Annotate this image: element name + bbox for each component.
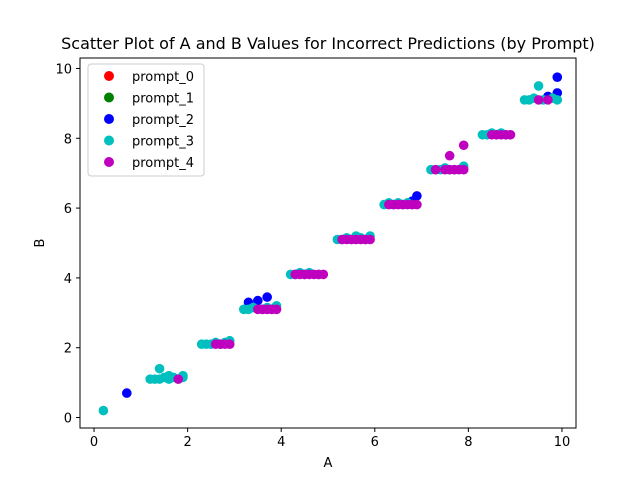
prompt_3-point — [552, 95, 563, 105]
data-points — [98, 72, 563, 416]
y-axis-label: B — [33, 239, 48, 248]
legend-label-prompt_2: prompt_2 — [132, 113, 194, 128]
x-tick-label: 2 — [183, 435, 191, 450]
y-tick-label: 6 — [64, 202, 72, 217]
prompt_3-point — [164, 370, 174, 381]
prompt_4-point — [173, 374, 184, 384]
legend-marker-prompt_4 — [104, 157, 114, 167]
legend-label-prompt_1: prompt_1 — [132, 92, 194, 107]
legend-marker-prompt_0 — [104, 71, 114, 81]
axis-ticks: 0 2 4 6 8 10 0 2 4 6 8 10 — [55, 62, 570, 450]
y-tick-label: 2 — [64, 342, 72, 357]
legend-label-prompt_0: prompt_0 — [132, 70, 194, 85]
prompt_4-point — [430, 164, 441, 175]
prompt_4-point — [271, 304, 282, 315]
legend-label-prompt_4: prompt_4 — [132, 156, 194, 171]
x-axis-label: A — [324, 456, 333, 471]
prompt_3-point — [98, 405, 109, 416]
prompt_4-point — [505, 129, 516, 140]
x-tick-label: 8 — [464, 435, 472, 450]
prompt_4-point — [365, 234, 375, 245]
y-tick-label: 10 — [55, 62, 72, 77]
prompt_3-point — [533, 81, 544, 91]
prompt_4-point — [224, 339, 235, 350]
legend-marker-prompt_1 — [104, 92, 114, 103]
prompt_4-point — [318, 269, 329, 280]
x-tick-label: 0 — [90, 435, 98, 450]
legend-box — [87, 63, 205, 177]
y-tick-label: 4 — [64, 272, 72, 287]
prompt_4-point — [458, 140, 469, 151]
x-tick-label: 10 — [554, 435, 571, 450]
y-tick-label: 8 — [64, 132, 72, 147]
prompt_2-point — [121, 388, 132, 398]
prompt_4-point — [412, 199, 422, 210]
prompt_2-point — [253, 295, 263, 306]
prompt_3-point — [154, 363, 165, 374]
legend: prompt_0 prompt_1 prompt_2 prompt_3 prompt_4 — [87, 63, 205, 177]
prompt_4-point — [444, 150, 455, 161]
legend-label-prompt_3: prompt_3 — [132, 135, 194, 150]
prompt_2-point — [262, 292, 272, 302]
prompt_4-point — [458, 164, 469, 175]
prompt_4-point — [533, 95, 544, 105]
prompt_4-point — [543, 95, 553, 105]
y-tick-label: 0 — [64, 412, 72, 427]
x-tick-label: 6 — [371, 435, 379, 450]
chart-title: Scatter Plot of A and B Values for Incor… — [61, 34, 595, 53]
legend-marker-prompt_2 — [104, 114, 114, 124]
prompt_2-point — [552, 72, 563, 82]
legend-marker-prompt_3 — [104, 135, 114, 146]
x-tick-label: 4 — [277, 435, 285, 450]
